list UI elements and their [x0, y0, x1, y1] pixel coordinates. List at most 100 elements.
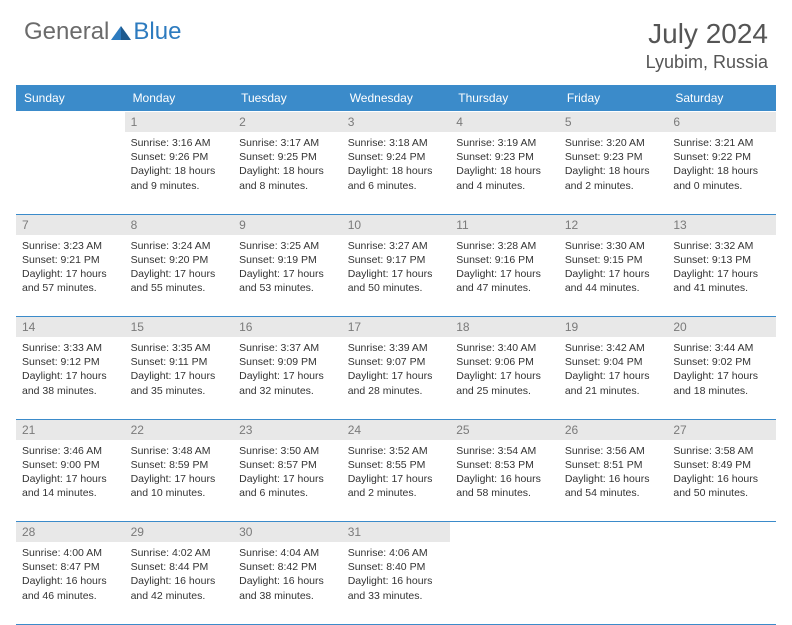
day-cell: Sunrise: 3:58 AMSunset: 8:49 PMDaylight:…	[667, 440, 776, 522]
sunset-line: Sunset: 9:06 PM	[456, 355, 553, 369]
daylight-line: Daylight: 17 hours and 10 minutes.	[131, 472, 228, 500]
daylight-line: Daylight: 18 hours and 8 minutes.	[239, 164, 336, 192]
daylight-line: Daylight: 17 hours and 18 minutes.	[673, 369, 770, 397]
daylight-line: Daylight: 17 hours and 28 minutes.	[348, 369, 445, 397]
day-number-cell	[16, 112, 125, 133]
col-saturday: Saturday	[667, 85, 776, 112]
col-tuesday: Tuesday	[233, 85, 342, 112]
day-number-cell: 12	[559, 214, 668, 235]
sunset-line: Sunset: 8:42 PM	[239, 560, 336, 574]
day-number-row: 28293031	[16, 522, 776, 543]
daylight-line: Daylight: 18 hours and 6 minutes.	[348, 164, 445, 192]
month-title: July 2024	[646, 18, 768, 50]
col-friday: Friday	[559, 85, 668, 112]
day-number-cell: 19	[559, 317, 668, 338]
sunrise-line: Sunrise: 3:39 AM	[348, 341, 445, 355]
sunset-line: Sunset: 9:26 PM	[131, 150, 228, 164]
day-cell: Sunrise: 3:40 AMSunset: 9:06 PMDaylight:…	[450, 337, 559, 419]
col-thursday: Thursday	[450, 85, 559, 112]
daylight-line: Daylight: 16 hours and 54 minutes.	[565, 472, 662, 500]
day-cell: Sunrise: 3:39 AMSunset: 9:07 PMDaylight:…	[342, 337, 451, 419]
day-cell: Sunrise: 3:25 AMSunset: 9:19 PMDaylight:…	[233, 235, 342, 317]
day-number-cell: 30	[233, 522, 342, 543]
daylight-line: Daylight: 16 hours and 58 minutes.	[456, 472, 553, 500]
sunrise-line: Sunrise: 4:06 AM	[348, 546, 445, 560]
day-number-cell: 31	[342, 522, 451, 543]
daylight-line: Daylight: 17 hours and 32 minutes.	[239, 369, 336, 397]
sunset-line: Sunset: 9:22 PM	[673, 150, 770, 164]
sunset-line: Sunset: 8:57 PM	[239, 458, 336, 472]
day-number-cell: 6	[667, 112, 776, 133]
daylight-line: Daylight: 17 hours and 47 minutes.	[456, 267, 553, 295]
daylight-line: Daylight: 17 hours and 53 minutes.	[239, 267, 336, 295]
sunrise-line: Sunrise: 3:23 AM	[22, 239, 119, 253]
daylight-line: Daylight: 17 hours and 6 minutes.	[239, 472, 336, 500]
daylight-line: Daylight: 17 hours and 57 minutes.	[22, 267, 119, 295]
sunrise-line: Sunrise: 3:21 AM	[673, 136, 770, 150]
sunrise-line: Sunrise: 3:40 AM	[456, 341, 553, 355]
sunset-line: Sunset: 9:19 PM	[239, 253, 336, 267]
sunset-line: Sunset: 8:40 PM	[348, 560, 445, 574]
day-number-cell	[667, 522, 776, 543]
day-number-cell	[450, 522, 559, 543]
day-cell: Sunrise: 3:42 AMSunset: 9:04 PMDaylight:…	[559, 337, 668, 419]
sunset-line: Sunset: 9:20 PM	[131, 253, 228, 267]
day-cell: Sunrise: 3:48 AMSunset: 8:59 PMDaylight:…	[125, 440, 234, 522]
title-block: July 2024 Lyubim, Russia	[646, 18, 768, 73]
day-number-cell: 15	[125, 317, 234, 338]
day-cell: Sunrise: 3:50 AMSunset: 8:57 PMDaylight:…	[233, 440, 342, 522]
day-cell: Sunrise: 3:21 AMSunset: 9:22 PMDaylight:…	[667, 132, 776, 214]
sunset-line: Sunset: 9:21 PM	[22, 253, 119, 267]
sunrise-line: Sunrise: 3:30 AM	[565, 239, 662, 253]
day-number-cell: 8	[125, 214, 234, 235]
day-cell: Sunrise: 3:23 AMSunset: 9:21 PMDaylight:…	[16, 235, 125, 317]
daylight-line: Daylight: 18 hours and 2 minutes.	[565, 164, 662, 192]
col-wednesday: Wednesday	[342, 85, 451, 112]
day-number-cell	[559, 522, 668, 543]
day-number-cell: 13	[667, 214, 776, 235]
page-header: General Blue July 2024 Lyubim, Russia	[0, 0, 792, 85]
day-number-row: 14151617181920	[16, 317, 776, 338]
day-number-cell: 14	[16, 317, 125, 338]
sunrise-line: Sunrise: 3:25 AM	[239, 239, 336, 253]
daylight-line: Daylight: 16 hours and 46 minutes.	[22, 574, 119, 602]
day-cell: Sunrise: 3:54 AMSunset: 8:53 PMDaylight:…	[450, 440, 559, 522]
sunrise-line: Sunrise: 3:42 AM	[565, 341, 662, 355]
daylight-line: Daylight: 17 hours and 38 minutes.	[22, 369, 119, 397]
sunset-line: Sunset: 9:00 PM	[22, 458, 119, 472]
daylight-line: Daylight: 16 hours and 50 minutes.	[673, 472, 770, 500]
sunset-line: Sunset: 9:25 PM	[239, 150, 336, 164]
day-cell: Sunrise: 3:37 AMSunset: 9:09 PMDaylight:…	[233, 337, 342, 419]
sunset-line: Sunset: 9:09 PM	[239, 355, 336, 369]
day-number-cell: 21	[16, 419, 125, 440]
week-row: Sunrise: 3:23 AMSunset: 9:21 PMDaylight:…	[16, 235, 776, 317]
sunrise-line: Sunrise: 3:28 AM	[456, 239, 553, 253]
day-number-row: 123456	[16, 112, 776, 133]
day-number-cell: 22	[125, 419, 234, 440]
day-number-cell: 11	[450, 214, 559, 235]
sunset-line: Sunset: 9:07 PM	[348, 355, 445, 369]
day-number-cell: 24	[342, 419, 451, 440]
sunrise-line: Sunrise: 3:58 AM	[673, 444, 770, 458]
sunrise-line: Sunrise: 3:48 AM	[131, 444, 228, 458]
sunset-line: Sunset: 8:51 PM	[565, 458, 662, 472]
daylight-line: Daylight: 17 hours and 35 minutes.	[131, 369, 228, 397]
day-cell: Sunrise: 3:46 AMSunset: 9:00 PMDaylight:…	[16, 440, 125, 522]
sunrise-line: Sunrise: 3:20 AM	[565, 136, 662, 150]
week-row: Sunrise: 3:46 AMSunset: 9:00 PMDaylight:…	[16, 440, 776, 522]
sunset-line: Sunset: 9:12 PM	[22, 355, 119, 369]
day-number-cell: 20	[667, 317, 776, 338]
daylight-line: Daylight: 18 hours and 0 minutes.	[673, 164, 770, 192]
day-cell: Sunrise: 3:32 AMSunset: 9:13 PMDaylight:…	[667, 235, 776, 317]
sunset-line: Sunset: 8:55 PM	[348, 458, 445, 472]
sunset-line: Sunset: 8:44 PM	[131, 560, 228, 574]
logo: General Blue	[24, 18, 181, 46]
sunrise-line: Sunrise: 3:16 AM	[131, 136, 228, 150]
day-number-cell: 3	[342, 112, 451, 133]
day-cell: Sunrise: 3:18 AMSunset: 9:24 PMDaylight:…	[342, 132, 451, 214]
sunrise-line: Sunrise: 4:04 AM	[239, 546, 336, 560]
day-cell: Sunrise: 3:35 AMSunset: 9:11 PMDaylight:…	[125, 337, 234, 419]
sunrise-line: Sunrise: 3:27 AM	[348, 239, 445, 253]
sunset-line: Sunset: 9:13 PM	[673, 253, 770, 267]
week-row: Sunrise: 3:33 AMSunset: 9:12 PMDaylight:…	[16, 337, 776, 419]
